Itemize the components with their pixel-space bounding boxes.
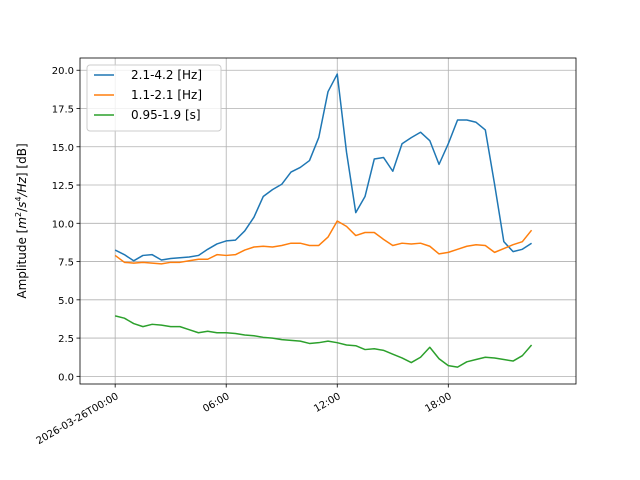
series-line-0: [114, 73, 532, 262]
series-line-2: [114, 315, 533, 368]
legend-label-1: 1.1-2.1 [Hz]: [131, 88, 202, 102]
y-tick-label: 5.0: [58, 296, 74, 307]
y-axis: 0.0 2.5 5.0 7.5 10.0 12.5 15.0 17.5 20.0: [52, 66, 80, 383]
y-tick-label: 15.0: [52, 143, 74, 154]
y-tick-label: 17.5: [52, 105, 74, 116]
y-axis-label: Amplitude [m2/s4/Hz] [dB]: [14, 143, 29, 298]
x-axis: 2026-03-26T00:00 06:00 12:00 18:00: [35, 384, 454, 447]
x-tick-label: 12:00: [312, 391, 342, 415]
legend-label-2: 0.95-1.9 [s]: [131, 108, 201, 122]
y-tick-label: 7.5: [58, 258, 74, 269]
y-tick-label: 20.0: [52, 66, 74, 77]
y-tick-label: 10.0: [52, 219, 74, 230]
y-tick-label: 2.5: [58, 334, 74, 345]
legend: 2.1-4.2 [Hz] 1.1-2.1 [Hz] 0.95-1.9 [s]: [86, 64, 222, 132]
series-lines: [114, 73, 533, 368]
legend-label-0: 2.1-4.2 [Hz]: [131, 68, 202, 82]
series-line-1: [114, 220, 533, 265]
plot-frame: [79, 57, 577, 385]
x-tick-label: 06:00: [201, 391, 231, 415]
y-tick-label: 12.5: [52, 181, 74, 192]
y-tick-label: 0.0: [58, 372, 74, 383]
grid-lines: [80, 58, 576, 384]
x-tick-label: 18:00: [423, 391, 453, 415]
x-tick-label: 2026-03-26T00:00: [35, 391, 121, 447]
